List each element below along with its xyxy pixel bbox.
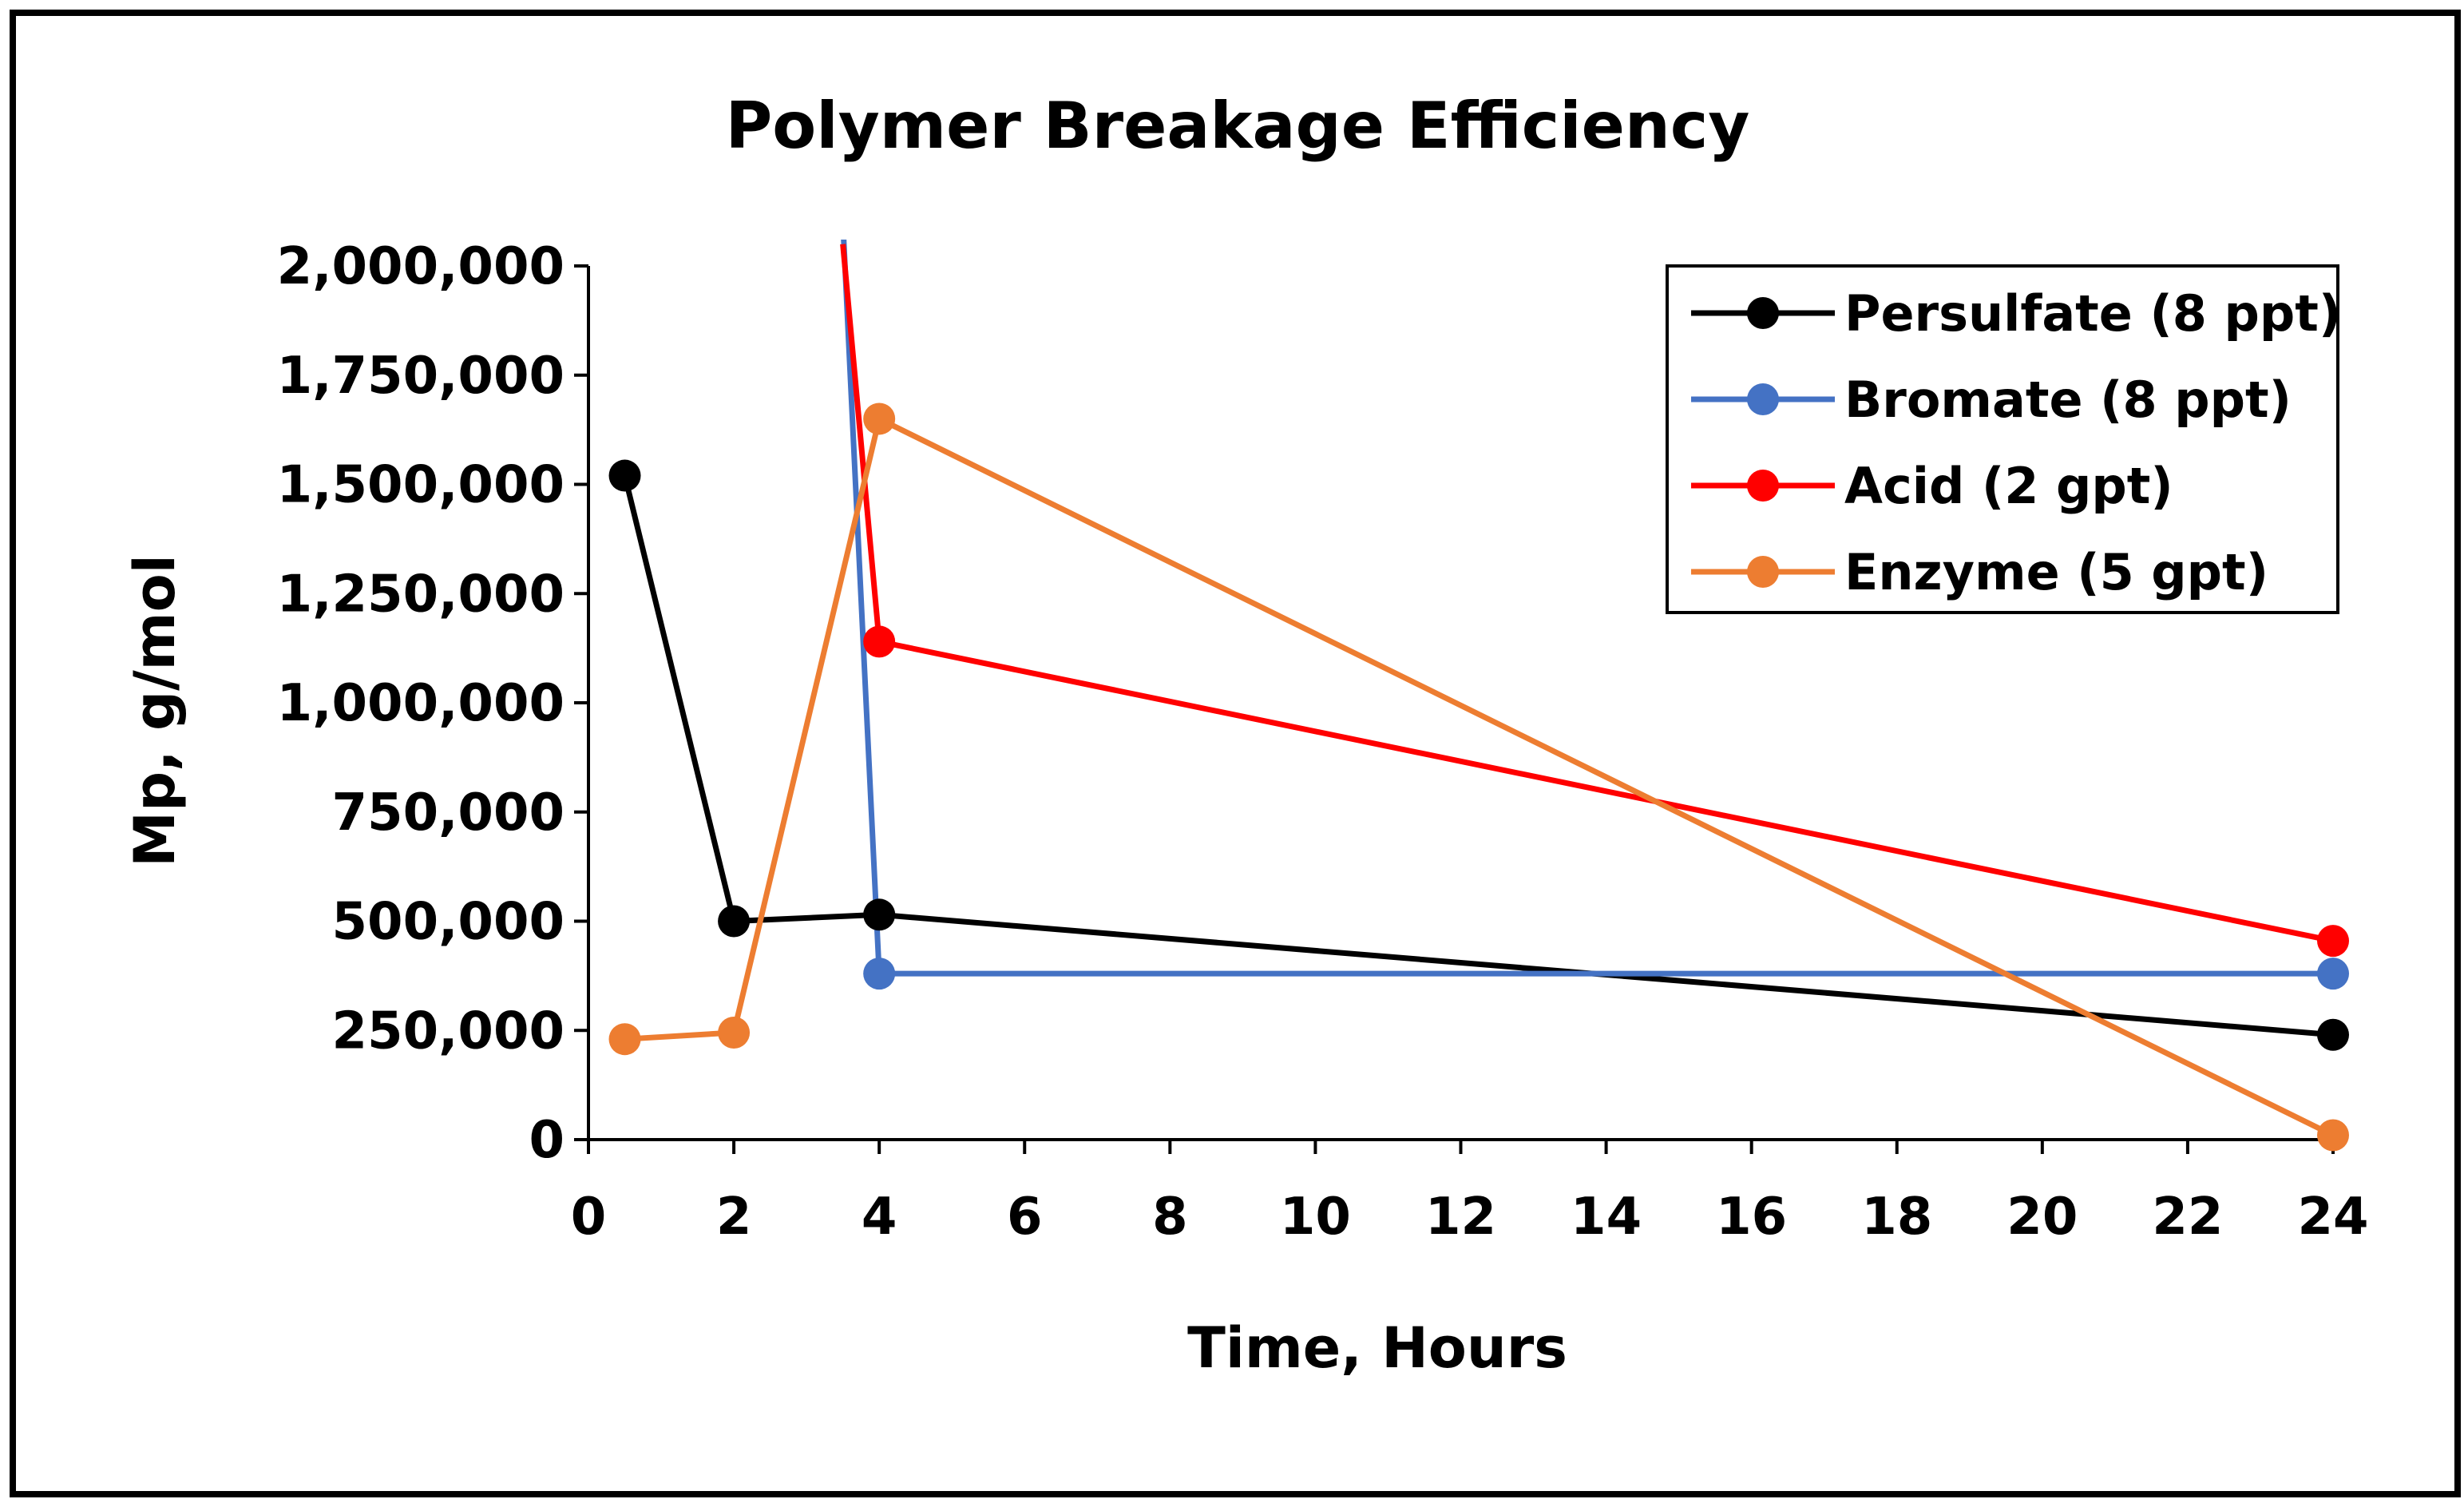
x-tick-label: 12 bbox=[1425, 1188, 1496, 1247]
y-tick-label: 1,250,000 bbox=[277, 565, 565, 624]
legend-item-persulfate: Persulfate (8 ppt) bbox=[1691, 284, 2341, 343]
legend-item-bromate: Bromate (8 ppt) bbox=[1691, 371, 2292, 429]
legend-item-acid: Acid (2 gpt) bbox=[1691, 457, 2173, 515]
x-tick-label: 4 bbox=[862, 1188, 897, 1247]
data-point-bromate bbox=[863, 958, 896, 990]
y-tick-label: 2,000,000 bbox=[277, 237, 565, 296]
y-tick-label: 250,000 bbox=[332, 1001, 565, 1061]
legend-label: Bromate (8 ppt) bbox=[1844, 371, 2292, 429]
data-point-enzyme bbox=[608, 1023, 641, 1056]
x-tick-label: 22 bbox=[2152, 1188, 2223, 1247]
data-point-enzyme bbox=[863, 403, 896, 435]
data-point-persulfate bbox=[863, 898, 896, 931]
legend: Persulfate (8 ppt) Bromate (8 ppt) Acid (2… bbox=[1666, 264, 2341, 614]
data-point-acid bbox=[863, 625, 896, 658]
x-tick-label: 8 bbox=[1152, 1188, 1188, 1247]
y-tick-label: 1,750,000 bbox=[277, 347, 565, 406]
legend-swatch-marker bbox=[1747, 383, 1779, 415]
y-axis-ticks: 0 250,000 500,000 750,000 1,000,000 1,250,000… bbox=[277, 237, 588, 1170]
y-tick-label: 750,000 bbox=[332, 783, 565, 843]
x-tick-label: 18 bbox=[1861, 1188, 1932, 1247]
data-point-bromate bbox=[2317, 958, 2349, 990]
legend-swatch-marker bbox=[1747, 556, 1779, 588]
legend-label: Acid (2 gpt) bbox=[1844, 457, 2173, 515]
x-tick-label: 14 bbox=[1571, 1188, 1642, 1247]
chart-title: Polymer Breakage Efficiency bbox=[726, 89, 1750, 163]
y-tick-label: 1,500,000 bbox=[277, 456, 565, 515]
series-line-enzyme bbox=[624, 415, 2335, 1138]
x-tick-label: 2 bbox=[716, 1188, 752, 1247]
x-tick-label: 10 bbox=[1280, 1188, 1351, 1247]
legend-label: Persulfate (8 ppt) bbox=[1844, 284, 2341, 343]
y-tick-label: 0 bbox=[529, 1111, 565, 1170]
x-axis-ticks: 0 2 4 6 8 10 12 14 16 18 20 22 24 bbox=[571, 1140, 2369, 1247]
x-tick-label: 6 bbox=[1007, 1188, 1043, 1247]
data-point-persulfate bbox=[718, 905, 751, 938]
legend-label: Enzyme (5 gpt) bbox=[1844, 543, 2268, 601]
y-tick-label: 500,000 bbox=[332, 893, 565, 952]
legend-swatch-marker bbox=[1747, 470, 1779, 502]
x-tick-label: 24 bbox=[2297, 1188, 2368, 1247]
data-point-enzyme bbox=[2317, 1119, 2349, 1152]
x-tick-label: 0 bbox=[571, 1188, 607, 1247]
legend-item-enzyme: Enzyme (5 gpt) bbox=[1691, 543, 2268, 601]
chart-frame bbox=[10, 10, 2461, 1497]
series-markers bbox=[608, 403, 2349, 1152]
data-point-enzyme bbox=[718, 1016, 751, 1049]
y-axis-label: Mp, g/mol bbox=[122, 554, 188, 866]
x-tick-label: 16 bbox=[1716, 1188, 1787, 1247]
data-point-persulfate bbox=[2317, 1018, 2349, 1051]
legend-box bbox=[1666, 264, 2339, 614]
x-tick-label: 20 bbox=[2006, 1188, 2078, 1247]
legend-swatch-marker bbox=[1747, 297, 1779, 329]
data-point-acid bbox=[2317, 925, 2349, 958]
x-axis-label: Time, Hours bbox=[1187, 1315, 1567, 1381]
data-point-persulfate bbox=[608, 459, 641, 492]
y-tick-label: 1,000,000 bbox=[277, 674, 565, 733]
